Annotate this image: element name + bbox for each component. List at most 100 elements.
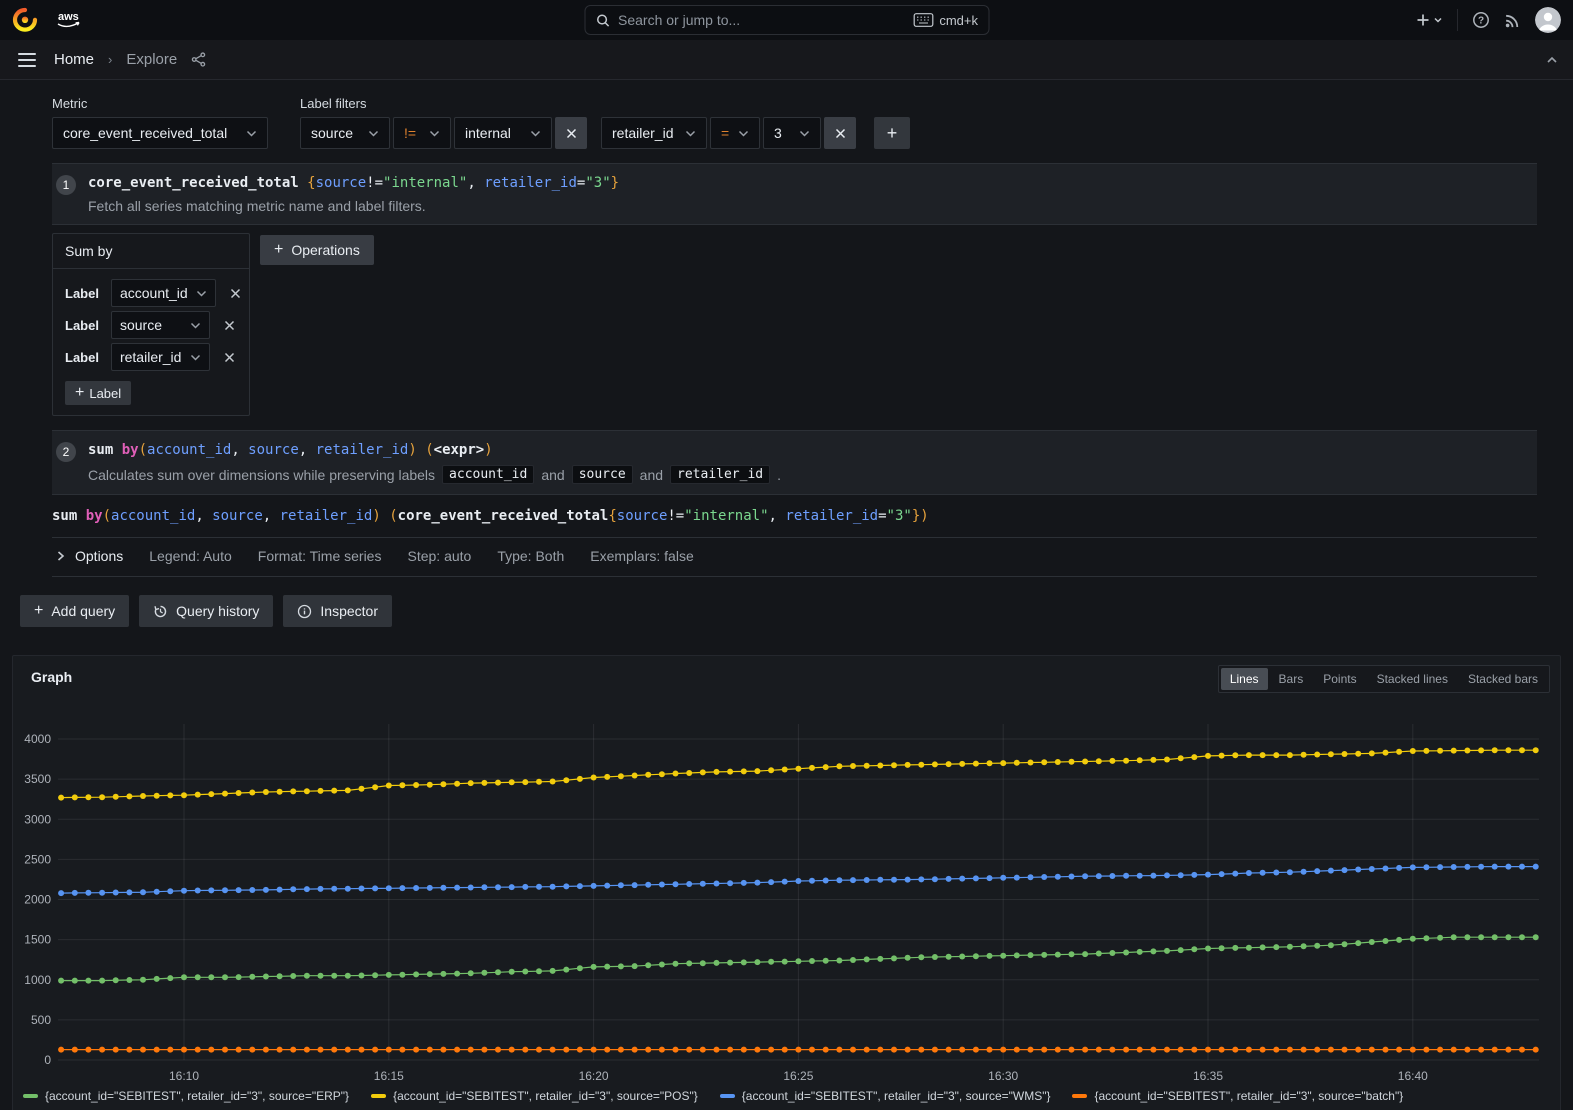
- remove-filter-button[interactable]: [824, 117, 856, 149]
- filter-operator-select[interactable]: !=: [393, 117, 451, 149]
- data-point: [1423, 1046, 1430, 1053]
- legend-item[interactable]: {account_id="SEBITEST", retailer_id="3",…: [23, 1089, 349, 1103]
- data-point: [809, 958, 815, 964]
- share-button[interactable]: [191, 52, 206, 67]
- data-point: [891, 1046, 897, 1053]
- remove-filter-button[interactable]: [555, 117, 587, 149]
- search-shortcut: cmd+k: [913, 13, 978, 28]
- filter-operator-value: =: [721, 125, 730, 141]
- data-point: [1177, 872, 1184, 879]
- query-step-description: Fetch all series matching metric name an…: [88, 198, 619, 214]
- add-filter-button[interactable]: +: [874, 117, 910, 149]
- new-button[interactable]: [1415, 12, 1443, 28]
- legend-item[interactable]: {account_id="SEBITEST", retailer_id="3",…: [719, 1089, 1050, 1103]
- data-point: [617, 963, 624, 970]
- inspector-text: Inspector: [320, 603, 379, 619]
- filter-value-select[interactable]: internal: [454, 117, 552, 149]
- data-point: [222, 887, 228, 894]
- data-point: [399, 782, 406, 789]
- options-toggle[interactable]: Options: [56, 548, 123, 564]
- filter-label-select[interactable]: retailer_id: [601, 117, 707, 149]
- graph-style-points[interactable]: Points: [1314, 668, 1365, 690]
- data-point: [71, 889, 78, 896]
- code-token: }: [911, 508, 921, 524]
- graph-style-bars[interactable]: Bars: [1270, 668, 1313, 690]
- data-point: [1177, 755, 1184, 762]
- data-point: [1314, 868, 1321, 875]
- sum-by-label-select[interactable]: source: [110, 311, 210, 339]
- metric-field: Metric core_event_received_total: [52, 96, 268, 149]
- sum-by-label-select[interactable]: account_id: [110, 279, 216, 307]
- filter-value-select[interactable]: 3: [763, 117, 821, 149]
- data-point: [1205, 871, 1211, 878]
- plus-icon: +: [75, 384, 85, 401]
- data-point: [617, 882, 624, 889]
- query-options-row[interactable]: Options Legend: Auto Format: Time series…: [52, 538, 1537, 577]
- news-button[interactable]: [1504, 12, 1521, 29]
- inspector-button[interactable]: Inspector: [283, 595, 393, 627]
- graph-style-stacked-bars[interactable]: Stacked bars: [1459, 668, 1547, 690]
- data-point: [126, 977, 133, 983]
- data-point: [1136, 948, 1143, 955]
- label-caption: Label: [65, 317, 99, 333]
- y-axis-tick-label: 3000: [24, 812, 51, 826]
- metric-select[interactable]: core_event_received_total: [52, 117, 268, 149]
- collapse-button[interactable]: [1545, 53, 1559, 67]
- code-token: source: [248, 442, 299, 458]
- operations-builder-row: Sum by Label account_id: [52, 233, 1537, 416]
- breadcrumb-explore[interactable]: Explore: [126, 51, 178, 68]
- time-series-chart[interactable]: 0 500 1000 1500 2000 2500 3000 3500 4000 16:10 16:…: [13, 700, 1550, 1086]
- legend-item[interactable]: {account_id="SEBITEST", retailer_id="3",…: [371, 1089, 698, 1103]
- data-point: [863, 956, 870, 963]
- filter-label-select[interactable]: source: [300, 117, 390, 149]
- add-query-button[interactable]: + Add query: [20, 595, 130, 627]
- user-avatar[interactable]: [1535, 7, 1561, 33]
- data-point: [563, 966, 570, 973]
- data-point: [1341, 941, 1348, 948]
- search-input[interactable]: Search or jump to... cmd+k: [584, 5, 989, 35]
- data-point: [1368, 866, 1375, 872]
- data-point: [140, 889, 146, 896]
- label-filter: source != internal: [300, 117, 587, 149]
- sum-by-label-select[interactable]: retailer_id: [110, 343, 210, 371]
- data-point: [1450, 934, 1457, 941]
- data-point: [1396, 864, 1403, 871]
- filter-operator-select[interactable]: =: [710, 117, 760, 149]
- code-token: retailer_id: [785, 508, 879, 524]
- menu-toggle-icon[interactable]: [14, 49, 40, 71]
- close-icon: [566, 128, 576, 138]
- grafana-logo[interactable]: [12, 7, 38, 33]
- code-token: by: [121, 442, 139, 458]
- chart-legend: {account_id="SEBITEST", retailer_id="3",…: [23, 1089, 1403, 1103]
- graph-style-lines[interactable]: Lines: [1220, 668, 1268, 690]
- data-point: [672, 960, 679, 967]
- options-title-text: Options: [75, 548, 124, 564]
- add-label-text: Label: [89, 385, 122, 401]
- shortcut-text: cmd+k: [939, 12, 978, 28]
- data-point: [181, 974, 187, 981]
- legend-item[interactable]: {account_id="SEBITEST", retailer_id="3",…: [1072, 1089, 1403, 1103]
- data-point: [1519, 747, 1525, 754]
- add-operations-button[interactable]: + Operations: [260, 235, 374, 265]
- data-point: [1327, 867, 1334, 874]
- data-point: [153, 975, 160, 982]
- filter-value-text: 3: [774, 125, 782, 141]
- data-point: [481, 779, 488, 786]
- metric-select-value: core_event_received_total: [63, 125, 228, 141]
- plus-icon: [1417, 14, 1429, 26]
- breadcrumb-home[interactable]: Home: [54, 51, 95, 68]
- query-history-button[interactable]: Query history: [139, 595, 274, 627]
- data-point: [604, 1046, 611, 1053]
- add-label-button[interactable]: + Label: [65, 381, 132, 405]
- help-button[interactable]: ?: [1472, 11, 1490, 29]
- remove-label-button[interactable]: [228, 286, 243, 301]
- data-point: [1355, 940, 1362, 947]
- code-token: core_event_received_total: [397, 508, 609, 524]
- remove-label-button[interactable]: [222, 350, 237, 365]
- remove-label-button[interactable]: [222, 318, 237, 333]
- data-point: [1232, 752, 1239, 759]
- data-point: [508, 884, 515, 891]
- graph-style-stacked-lines[interactable]: Stacked lines: [1368, 668, 1457, 690]
- data-point: [877, 955, 884, 962]
- data-point: [959, 953, 966, 960]
